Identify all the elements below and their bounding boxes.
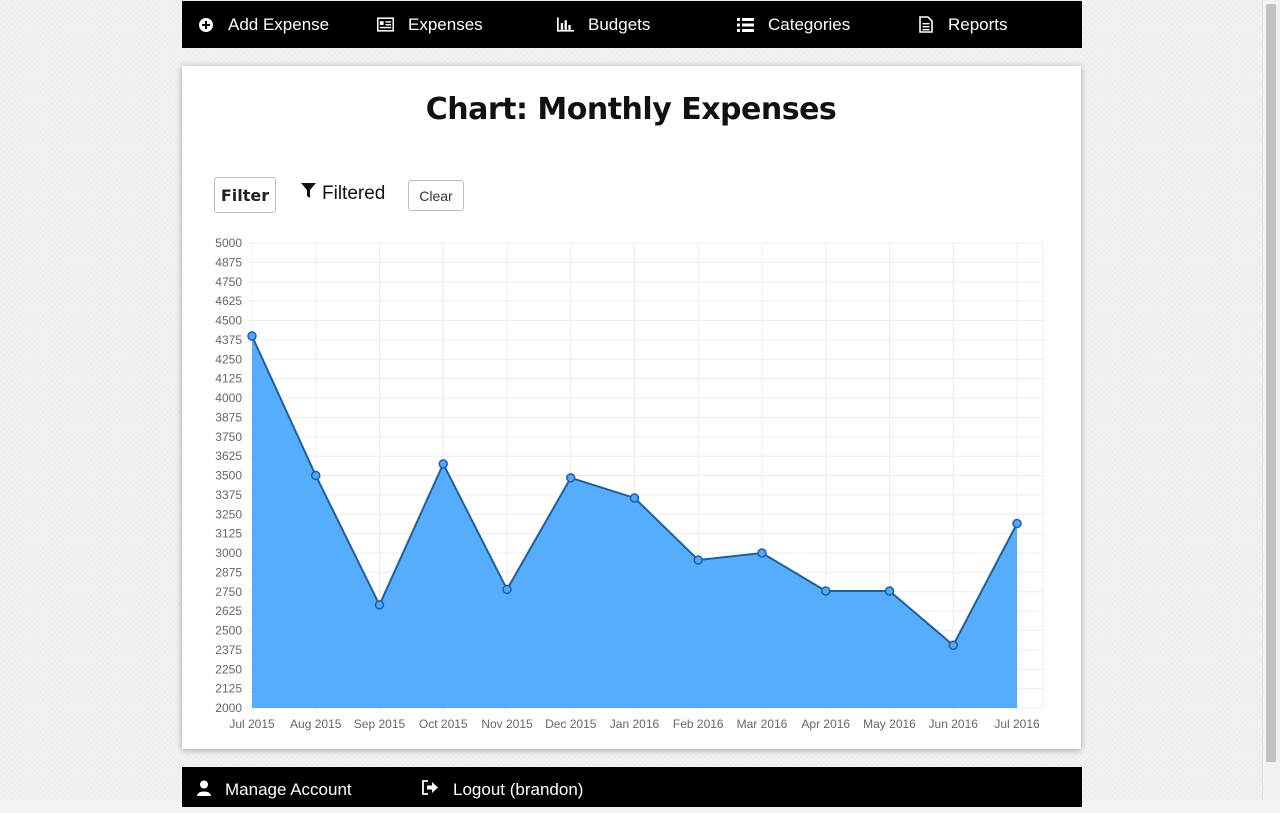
plus-circle-icon (197, 16, 214, 33)
list-icon (737, 16, 754, 33)
y-tick-label: 2375 (215, 643, 242, 657)
logout-icon (422, 780, 439, 800)
nav-reports-label: Reports (948, 14, 1008, 34)
series-area (252, 336, 1017, 708)
document-icon (917, 16, 934, 33)
data-point (948, 640, 958, 650)
y-tick-label: 2625 (215, 604, 242, 618)
y-tick-label: 2750 (215, 585, 242, 599)
data-point (757, 548, 767, 558)
nav-add-expense-label: Add Expense (228, 14, 330, 34)
footer-manage-account-label: Manage Account (225, 780, 352, 799)
y-tick-label: 5000 (215, 236, 242, 250)
nav-categories-label: Categories (768, 14, 851, 34)
data-point (1012, 518, 1022, 529)
x-tick-label: May 2016 (863, 717, 916, 731)
footer-logout[interactable]: Logout (brandon) (422, 767, 583, 813)
y-tick-label: 3125 (215, 527, 242, 541)
page: Add Expense Expenses Budgets Categories … (182, 1, 1082, 807)
nav-reports[interactable]: Reports (917, 1, 1008, 48)
nav-budgets[interactable]: Budgets (557, 1, 650, 48)
x-tick-label: Dec 2015 (545, 717, 597, 731)
page-title: Chart: Monthly Expenses (425, 92, 837, 127)
filter-icon (301, 183, 316, 205)
y-tick-label: 4875 (215, 255, 242, 269)
y-tick-label: 4375 (215, 333, 242, 347)
footer-nav: Manage Account Logout (brandon) (182, 767, 1082, 807)
data-point (629, 493, 640, 503)
nav-budgets-label: Budgets (588, 14, 651, 34)
y-tick-label: 4000 (215, 391, 242, 405)
nav-expenses-label: Expenses (408, 14, 483, 34)
nav-expenses[interactable]: Expenses (377, 1, 483, 48)
x-tick-label: Jul 2015 (229, 717, 275, 731)
y-tick-label: 2125 (215, 682, 242, 696)
top-nav: Add Expense Expenses Budgets Categories … (182, 1, 1082, 48)
data-point (438, 459, 448, 469)
y-tick-label: 4250 (215, 352, 242, 366)
data-point (374, 600, 385, 610)
data-point (566, 473, 576, 483)
data-point (502, 584, 512, 595)
y-tick-label: 3250 (215, 507, 242, 521)
y-tick-label: 2250 (215, 662, 242, 676)
data-point (821, 586, 831, 596)
monthly-expenses-chart: 2000 2125 2250 2375 2500 2625 2750 2875 3000 3125… (215, 236, 1044, 731)
y-tick-label: 3500 (215, 469, 242, 483)
data-point (311, 470, 321, 481)
x-tick-label: Apr 2016 (801, 717, 850, 731)
y-tick-label: 2875 (215, 565, 242, 579)
x-tick-label: Jul 2016 (994, 717, 1040, 731)
data-point (884, 586, 895, 596)
filter-button[interactable]: Filter (214, 177, 276, 213)
y-tick-label: 3875 (215, 410, 242, 424)
y-tick-label: 3625 (215, 449, 242, 463)
bar-chart-icon (557, 16, 574, 33)
list-card-icon (377, 16, 394, 33)
y-tick-label: 4625 (215, 294, 242, 308)
x-tick-label: Mar 2016 (737, 717, 788, 731)
nav-add-expense[interactable]: Add Expense (197, 1, 329, 48)
scrollbar[interactable] (1262, 0, 1280, 800)
clear-button[interactable]: Clear (408, 180, 464, 211)
y-tick-label: 4500 (215, 314, 242, 328)
data-point (693, 555, 703, 565)
nav-categories[interactable]: Categories (737, 1, 850, 48)
user-icon (197, 780, 211, 801)
y-tick-label: 3000 (215, 546, 242, 560)
x-tick-label: Sep 2015 (354, 717, 406, 731)
y-tick-label: 4750 (215, 275, 242, 289)
y-tick-label: 3375 (215, 488, 242, 502)
y-tick-label: 2000 (215, 701, 242, 715)
x-tick-label: Oct 2015 (419, 717, 468, 731)
x-tick-label: Jan 2016 (610, 717, 660, 731)
x-tick-label: Jun 2016 (929, 717, 979, 731)
y-tick-label: 3750 (215, 430, 242, 444)
filtered-indicator: Filtered (301, 181, 385, 207)
footer-manage-account[interactable]: Manage Account (197, 767, 352, 813)
filtered-label: Filtered (322, 183, 386, 204)
y-tick-label: 4125 (215, 372, 242, 386)
scrollbar-thumb[interactable] (1266, 4, 1276, 762)
x-tick-label: Nov 2015 (481, 717, 533, 731)
x-tick-label: Feb 2016 (673, 717, 724, 731)
x-tick-label: Aug 2015 (290, 717, 342, 731)
data-point (247, 331, 257, 341)
y-tick-label: 2500 (215, 624, 242, 638)
footer-logout-label: Logout (brandon) (453, 780, 584, 799)
